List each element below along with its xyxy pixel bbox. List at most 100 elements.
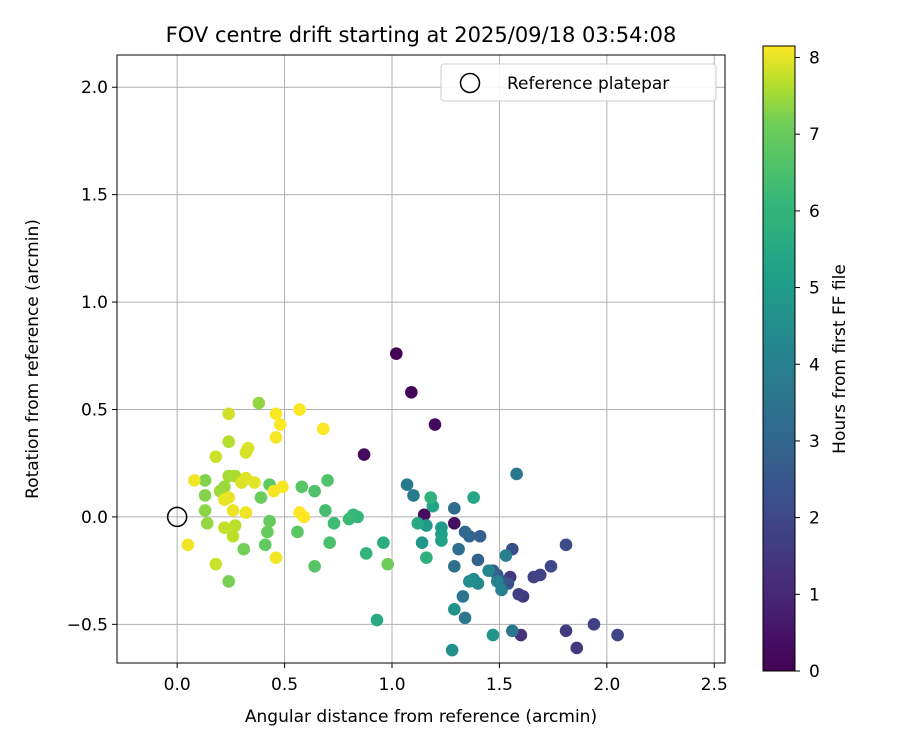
data-point bbox=[308, 484, 321, 498]
legend-box bbox=[440, 63, 717, 102]
data-point bbox=[506, 624, 519, 638]
x-tick-label: 1.5 bbox=[486, 675, 513, 695]
data-point bbox=[323, 536, 336, 549]
data-point bbox=[181, 538, 195, 552]
data-point bbox=[295, 480, 309, 494]
data-point bbox=[293, 403, 306, 416]
data-point bbox=[463, 575, 476, 588]
data-point bbox=[209, 557, 223, 571]
data-point bbox=[342, 512, 356, 526]
data-point bbox=[400, 478, 414, 491]
legend-reference-icon bbox=[459, 72, 481, 94]
data-point bbox=[297, 510, 311, 524]
data-point bbox=[359, 547, 373, 560]
data-point bbox=[559, 538, 573, 552]
colorbar-tick-label: 8 bbox=[809, 49, 820, 69]
data-points bbox=[181, 347, 624, 657]
data-point bbox=[370, 613, 384, 627]
data-point bbox=[248, 476, 261, 489]
legend: Reference platepar bbox=[440, 63, 717, 102]
plot-area-frame bbox=[116, 54, 726, 664]
data-point bbox=[254, 491, 268, 504]
colorbar-tick-label: 6 bbox=[809, 202, 820, 222]
data-point bbox=[490, 575, 504, 588]
data-point bbox=[458, 611, 472, 625]
data-point bbox=[512, 587, 526, 601]
colorbar-tick-label: 2 bbox=[809, 509, 820, 529]
data-point bbox=[510, 467, 523, 481]
data-point bbox=[252, 396, 266, 410]
data-point bbox=[448, 602, 461, 616]
reference-marker bbox=[166, 506, 188, 528]
data-point bbox=[209, 450, 223, 464]
data-point bbox=[218, 493, 231, 507]
x-tick-label: 0.0 bbox=[164, 675, 191, 695]
data-point bbox=[222, 575, 236, 588]
data-point bbox=[448, 517, 461, 530]
data-point bbox=[411, 517, 425, 530]
data-point bbox=[291, 525, 304, 539]
colorbar: 0 1 2 3 4 5 6 7 8 Hours from first FF file bbox=[762, 45, 850, 682]
data-point bbox=[276, 480, 289, 494]
y-tick-label: 1.5 bbox=[81, 186, 108, 206]
data-point bbox=[471, 553, 485, 567]
data-point bbox=[269, 431, 283, 444]
data-point bbox=[241, 441, 255, 455]
data-point bbox=[389, 347, 403, 360]
data-point bbox=[319, 504, 332, 517]
data-point bbox=[258, 538, 272, 552]
y-tick-label: 2.0 bbox=[81, 78, 108, 98]
colorbar-tick-label: 7 bbox=[809, 125, 820, 145]
y-tick-label: −0.5 bbox=[67, 615, 108, 635]
data-point bbox=[445, 643, 459, 657]
data-point bbox=[273, 418, 287, 431]
colorbar-tick-label: 5 bbox=[809, 279, 820, 299]
data-point bbox=[435, 534, 448, 547]
data-point bbox=[428, 418, 442, 431]
data-point bbox=[420, 551, 433, 565]
colorbar-ticks: 0 1 2 3 4 5 6 7 8 bbox=[795, 49, 820, 682]
colorbar-tick-label: 0 bbox=[809, 662, 820, 682]
y-tick-label: 0.5 bbox=[81, 400, 108, 420]
data-point bbox=[407, 489, 420, 502]
data-point bbox=[188, 474, 201, 487]
data-point bbox=[263, 514, 276, 528]
data-point bbox=[228, 519, 242, 532]
grid-lines bbox=[117, 55, 725, 663]
y-tick-label: 0.0 bbox=[81, 508, 108, 528]
data-point bbox=[321, 474, 334, 487]
colorbar-gradient bbox=[762, 45, 796, 672]
y-tick-label: 1.0 bbox=[81, 293, 108, 313]
data-point bbox=[456, 590, 470, 603]
data-point bbox=[222, 435, 236, 449]
data-point bbox=[424, 491, 437, 504]
data-point bbox=[218, 521, 231, 534]
data-point bbox=[198, 474, 212, 487]
data-point bbox=[415, 536, 429, 549]
data-point bbox=[570, 641, 584, 655]
data-point bbox=[587, 618, 601, 631]
data-point bbox=[533, 568, 547, 582]
colorbar-tick-label: 4 bbox=[809, 355, 820, 375]
data-point bbox=[452, 542, 465, 556]
data-point bbox=[473, 529, 487, 543]
data-point bbox=[327, 517, 341, 530]
reference-platepar-point bbox=[166, 506, 188, 528]
data-point bbox=[357, 448, 371, 461]
data-point bbox=[499, 549, 513, 562]
data-point bbox=[417, 508, 431, 522]
data-point bbox=[467, 491, 480, 504]
data-point bbox=[261, 525, 274, 539]
data-point bbox=[377, 536, 390, 549]
data-point bbox=[316, 422, 330, 436]
data-point bbox=[269, 407, 283, 421]
data-point bbox=[544, 560, 558, 573]
data-point bbox=[200, 517, 214, 530]
data-point bbox=[559, 624, 573, 638]
y-axis-ticks: −0.5 0.0 0.5 1.0 1.5 2.0 bbox=[67, 78, 117, 635]
x-axis-label: Angular distance from reference (arcmin) bbox=[245, 707, 597, 727]
data-point bbox=[222, 407, 236, 421]
data-point bbox=[405, 386, 418, 399]
data-point bbox=[482, 564, 495, 577]
